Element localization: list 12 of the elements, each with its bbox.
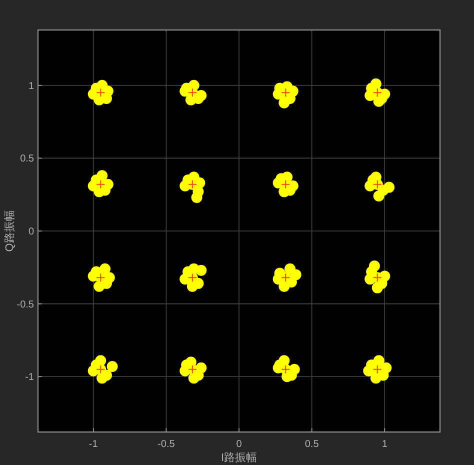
y-tick-label: 0	[28, 226, 34, 238]
y-tick-label: 1	[28, 80, 34, 92]
x-tick-label: 0	[236, 439, 242, 450]
x-tick-label: 0.5	[304, 439, 320, 450]
x-tick-label: -0.5	[158, 439, 176, 450]
y-axis-title: Q路振幅	[4, 210, 16, 252]
x-tick-label: -1	[88, 439, 98, 450]
y-tick-label: 0.5	[20, 154, 34, 165]
y-tick-label: -1	[25, 372, 34, 384]
y-tick-label: -0.5	[16, 299, 34, 310]
x-axis-title: I路振幅	[220, 452, 258, 464]
x-tick-label: 1	[382, 439, 388, 450]
